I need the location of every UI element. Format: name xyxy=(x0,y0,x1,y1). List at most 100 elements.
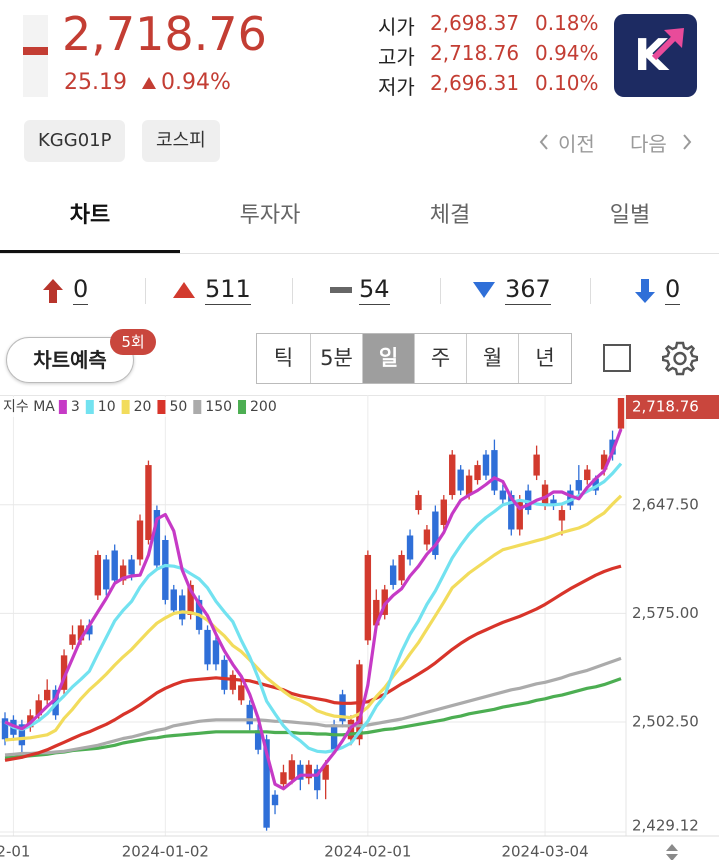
candle-body xyxy=(499,490,507,500)
candle-body xyxy=(508,495,515,530)
predict-button[interactable]: 차트예측 xyxy=(6,337,134,383)
settings-icon[interactable] xyxy=(662,340,698,376)
candle-body xyxy=(221,659,228,690)
candle-body xyxy=(246,704,253,725)
period-button[interactable]: 월 xyxy=(466,334,518,383)
candle-body xyxy=(457,469,464,491)
up-triangle xyxy=(142,77,156,89)
separator xyxy=(292,278,293,304)
limit-down-count: 0 xyxy=(665,275,681,305)
candle-body xyxy=(389,565,397,585)
scroll-up[interactable] xyxy=(666,844,678,851)
high-label: 고가 xyxy=(378,45,415,69)
logo[interactable]: K xyxy=(614,14,697,97)
legend-swatch xyxy=(121,400,130,414)
open-label: 시가 xyxy=(378,15,415,39)
candle-body xyxy=(364,554,372,641)
tab-divider xyxy=(0,253,719,254)
advance-icon xyxy=(173,282,195,298)
chart: 2-01 2024-01-02 2024-02-01 2024-03-04 2,647.… xyxy=(0,395,719,860)
checkbox[interactable] xyxy=(603,344,631,372)
period-button[interactable]: 주 xyxy=(414,334,466,383)
candle-body xyxy=(18,724,26,746)
candle-body xyxy=(86,625,93,635)
candle-body xyxy=(94,554,102,596)
separator xyxy=(440,278,441,304)
candle-body xyxy=(288,760,296,780)
candle-body xyxy=(35,700,42,716)
legend-label: 50 xyxy=(169,399,187,415)
scroll-icon[interactable] xyxy=(666,844,678,860)
candle-body xyxy=(491,450,498,491)
current-price-label: 2,718.76 xyxy=(632,398,699,416)
legend-swatch xyxy=(157,400,166,414)
change-rate: 0.94% xyxy=(161,70,231,95)
candle-body xyxy=(1,718,9,740)
period-button[interactable]: 일 xyxy=(362,334,414,383)
period-selector: 틱 5분 일 주 월 년 xyxy=(256,333,572,384)
current-price-box xyxy=(626,395,719,419)
predict-label: 차트예측 xyxy=(33,348,107,372)
limit-down-icon xyxy=(635,279,655,303)
candle-body xyxy=(617,398,625,429)
candle-body xyxy=(254,730,262,750)
high-value: 2,718.76 xyxy=(430,41,520,65)
candle-body xyxy=(43,689,51,701)
candle-body xyxy=(516,499,523,530)
legend-label: 10 xyxy=(98,399,116,415)
logo-arrow xyxy=(651,28,684,61)
candle-body xyxy=(69,634,76,645)
candle-body xyxy=(449,454,456,496)
candle-body xyxy=(406,535,414,560)
legend-swatch xyxy=(85,400,94,414)
tab[interactable]: 체결 xyxy=(429,203,471,228)
candle-body xyxy=(187,584,194,615)
next-button[interactable]: 다음 xyxy=(630,132,667,156)
advance-count: 511 xyxy=(205,275,251,305)
legend-label: 20 xyxy=(134,399,152,415)
y-tick-label: 2,575.00 xyxy=(632,604,699,622)
low-value: 2,696.31 xyxy=(430,71,520,95)
candle-body xyxy=(482,454,490,476)
legend-title: 지수 MA xyxy=(3,399,55,415)
prev-button[interactable]: 이전 xyxy=(558,132,595,156)
prev-chevron[interactable] xyxy=(538,133,550,151)
limit-up-count: 0 xyxy=(73,275,89,305)
period-button[interactable]: 5분 xyxy=(310,334,362,383)
decline-icon xyxy=(473,282,495,298)
candle-body xyxy=(212,640,220,665)
legend: 지수 MA 3 10 20 50 150 200 xyxy=(0,397,312,417)
legend-swatch xyxy=(193,400,202,414)
legend-swatch xyxy=(58,400,67,414)
ma-line xyxy=(4,564,622,762)
x-tick-label: 2024-03-04 xyxy=(501,843,588,860)
y-tick-label: 2,647.50 xyxy=(632,495,699,513)
candle-body xyxy=(609,439,616,455)
tab[interactable]: 투자자 xyxy=(239,203,301,228)
legend-bg xyxy=(0,397,312,417)
price-marker-bar xyxy=(23,47,48,55)
candle-body xyxy=(136,520,144,560)
tab[interactable]: 일별 xyxy=(609,203,651,228)
separator xyxy=(145,278,146,304)
candle-body xyxy=(111,550,118,581)
candle-body xyxy=(229,674,237,690)
next-chevron[interactable] xyxy=(681,133,693,151)
market-tag: 코스피 xyxy=(142,120,220,162)
candle-body xyxy=(280,772,287,785)
candle-body xyxy=(204,629,211,665)
tab[interactable]: 차트 xyxy=(69,203,111,228)
scroll-down[interactable] xyxy=(666,854,678,860)
candle-body xyxy=(77,625,85,641)
period-button[interactable]: 년 xyxy=(518,334,571,383)
period-button[interactable]: 틱 xyxy=(273,346,294,370)
separator xyxy=(590,278,591,304)
candle-body xyxy=(271,794,279,806)
candle-body xyxy=(584,469,591,481)
ma-line xyxy=(4,656,622,757)
low-rate: 0.10% xyxy=(535,71,599,95)
candle-body xyxy=(103,559,110,590)
candle-body xyxy=(558,510,566,521)
predict-badge: 5회 xyxy=(110,329,156,355)
